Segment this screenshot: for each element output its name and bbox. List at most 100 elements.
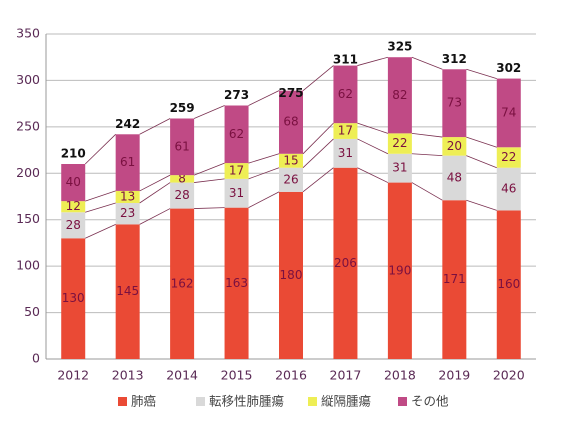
bar-segment	[442, 200, 467, 359]
legend-label: その他	[411, 394, 449, 409]
segment-label: 46	[501, 182, 516, 196]
segment-label: 145	[116, 284, 139, 298]
connector	[466, 199, 497, 211]
segment-label: 48	[447, 170, 462, 184]
bar-segment	[387, 57, 412, 134]
segment-label: 15	[283, 153, 298, 167]
total-label: 242	[115, 117, 140, 131]
connector	[85, 223, 116, 239]
bar-segment	[115, 134, 140, 191]
total-label: 311	[333, 53, 358, 67]
segment-label: 82	[392, 88, 407, 102]
y-tick-label: 50	[24, 304, 40, 319]
bar-segment	[61, 164, 86, 202]
segment-label: 162	[171, 276, 194, 290]
connector	[411, 153, 443, 157]
connector	[357, 138, 389, 155]
connector	[411, 182, 443, 201]
total-label: 273	[224, 88, 249, 102]
segment-label: 68	[283, 115, 298, 129]
segment-label: 73	[447, 96, 462, 110]
y-tick-label: 0	[32, 351, 40, 366]
bar-segment	[496, 167, 521, 211]
segment-label: 28	[174, 188, 189, 202]
x-tick-label: 2016	[275, 368, 307, 383]
bar-segment	[496, 78, 521, 148]
segment-label: 206	[334, 256, 357, 270]
segment-label: 180	[280, 268, 303, 282]
connector	[466, 136, 497, 148]
segment-label: 190	[388, 263, 411, 277]
bar-segment	[333, 167, 358, 359]
total-label: 312	[442, 52, 467, 66]
bar-segment	[333, 65, 358, 124]
connector	[411, 132, 443, 138]
segment-label: 62	[338, 87, 353, 101]
bar-segment	[170, 208, 195, 359]
connector	[411, 56, 443, 70]
x-tick-label: 2013	[112, 368, 144, 383]
connector	[194, 207, 225, 209]
x-tick-label: 2017	[330, 368, 362, 383]
bar-segment	[224, 207, 249, 359]
segment-label: 12	[66, 199, 81, 213]
bar-segment	[387, 133, 412, 154]
bar-segment	[279, 191, 303, 359]
segment-label: 26	[283, 172, 298, 186]
total-label: 325	[387, 40, 412, 54]
segment-label: 17	[229, 163, 244, 177]
connector	[466, 155, 497, 169]
connector	[248, 90, 280, 106]
bar-segment	[442, 137, 467, 156]
segment-label: 13	[120, 189, 135, 203]
segment-label: 163	[225, 276, 248, 290]
segment-label: 61	[120, 155, 135, 169]
bar-segment	[224, 178, 249, 208]
connector	[302, 138, 334, 169]
bar-segment	[279, 90, 303, 154]
connector	[357, 56, 388, 66]
segment-label: 20	[447, 139, 462, 153]
bar-segment	[387, 153, 412, 183]
bar-segment	[442, 155, 467, 201]
bar-segment	[333, 123, 358, 139]
total-label: 275	[278, 86, 303, 100]
y-tick-label: 250	[16, 118, 40, 133]
connector	[139, 182, 171, 204]
bar-segment	[279, 167, 303, 192]
bar-segment	[115, 190, 140, 203]
x-tick-label: 2020	[493, 368, 525, 383]
legend-label: 縦隔腫瘍	[321, 394, 371, 409]
bar-segment	[61, 212, 86, 239]
y-tick-label: 150	[16, 211, 40, 226]
connector	[85, 190, 116, 202]
bar-segment	[170, 175, 195, 183]
x-tick-label: 2014	[166, 368, 198, 383]
bar-segment	[496, 147, 521, 168]
x-tick-label: 2018	[384, 368, 416, 383]
connector	[193, 105, 225, 119]
bar-segment	[170, 118, 195, 176]
legend-swatch	[118, 397, 127, 406]
bar-segment	[170, 182, 195, 209]
legend-label: 肺癌	[131, 394, 156, 409]
connector	[248, 167, 280, 180]
segment-label: 31	[392, 161, 407, 175]
total-label: 302	[496, 61, 521, 75]
bar-segment	[387, 182, 412, 359]
segment-label: 40	[66, 175, 81, 189]
segment-label: 17	[338, 124, 353, 138]
segment-label: 28	[66, 218, 81, 232]
x-tick-label: 2019	[438, 368, 470, 383]
y-tick-label: 350	[16, 26, 40, 41]
bar-segment	[224, 163, 249, 179]
legend-label: 転移性肺腫瘍	[209, 394, 284, 409]
segment-label: 61	[174, 139, 189, 153]
connector	[139, 118, 171, 135]
connector	[357, 122, 389, 134]
connector	[302, 167, 334, 193]
bar-segment	[115, 203, 140, 225]
y-tick-label: 300	[16, 72, 40, 87]
x-tick-label: 2015	[221, 368, 253, 383]
